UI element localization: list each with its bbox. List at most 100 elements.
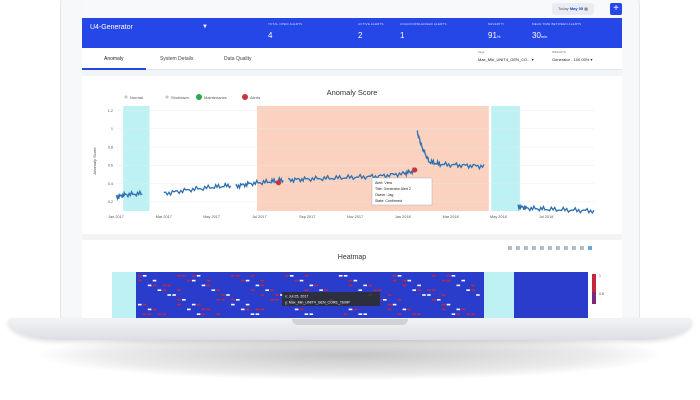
date-value: May 05 (569, 6, 584, 11)
heatmap-cell (441, 279, 446, 282)
hover-compare-icon[interactable] (580, 246, 584, 250)
heatmap-cell (373, 289, 377, 291)
heatmap-cell (231, 275, 235, 277)
alert-tooltip: Alert: View Title: Generator Alert 2 Own… (371, 177, 433, 206)
heatmap-cell (358, 289, 363, 291)
heatmap-cell (177, 303, 181, 306)
heatmap-cell (142, 313, 147, 315)
legend-marker-normal (124, 95, 128, 99)
heatmap-cell (324, 289, 328, 291)
colorbar-tick: 1 (599, 274, 601, 278)
y-tick-label-2: 0.6 (108, 164, 113, 168)
kpi-label: TOTAL OPEN ALERTS (268, 22, 303, 26)
x-tick-label-9: Jul 2018 (539, 215, 553, 219)
heatmap-cell (142, 275, 147, 277)
heatmap-cell (196, 303, 201, 306)
weights-selector[interactable]: WEIGHTS Generator - 100.00% ▾ (552, 50, 593, 62)
zoom-icon[interactable] (516, 246, 520, 250)
tab-system-details[interactable]: System Details (160, 56, 194, 62)
heatmap-cell (402, 279, 407, 282)
pan-icon[interactable] (524, 246, 528, 250)
zoom-out-icon[interactable] (540, 246, 544, 250)
spike-lines-icon[interactable] (564, 246, 568, 250)
heatmap-cell (392, 279, 397, 282)
tab-anomaly[interactable]: Anomaly (104, 56, 124, 62)
chart-legend: Normal Shutdown Maintenance Alerts (124, 94, 260, 100)
autoscale-icon[interactable] (548, 246, 552, 250)
heatmap-tooltip-tag: y: Max_Min_UNIT4_GEN_CORE_TEMP (285, 301, 351, 305)
legend-maintenance[interactable]: Maintenance (204, 95, 228, 100)
heatmap-cell (206, 308, 211, 311)
legend-alerts[interactable]: Alerts (250, 95, 260, 100)
heatmap-cell (461, 308, 465, 311)
plotly-logo-icon[interactable] (588, 246, 592, 250)
heatmap-cell (270, 299, 274, 301)
series-line-4 (416, 130, 485, 171)
laptop-base (8, 318, 692, 340)
heatmap-cell (177, 275, 181, 277)
heatmap-cell (152, 279, 157, 282)
heatmap-colorbar: 1 0.8 (592, 274, 604, 304)
heatmap-cell (441, 303, 446, 306)
x-tick-label-3: Jul 2017 (252, 215, 266, 219)
x-tick-label-8: May 2018 (490, 215, 507, 219)
heatmap-cell (250, 289, 255, 291)
tab-data-quality[interactable]: Data Quality (224, 56, 252, 62)
add-button[interactable]: + (610, 3, 622, 15)
heatmap-cell (206, 279, 211, 282)
heatmap-cell (275, 299, 279, 301)
y-tick-label-5: 1.2 (108, 109, 113, 113)
anomaly-chart-card: Anomaly Score Normal Shutdown Maintenanc… (82, 76, 622, 234)
heatmap-cell (138, 303, 142, 306)
date-prefix: Today (558, 6, 569, 11)
kpi-active-alerts: ACTIVE ALERTS 2 (358, 22, 384, 40)
series-line-0 (115, 189, 143, 202)
heatmap-cell (476, 294, 480, 296)
heatmap-cell (167, 294, 171, 296)
alert-marker-1[interactable] (412, 167, 418, 173)
legend-normal[interactable]: Normal (130, 95, 143, 100)
top-toolbar: Today May 05 ▦ + (82, 0, 622, 18)
date-selector[interactable]: Today May 05 ▦ (552, 3, 595, 15)
heatmap-cell (167, 284, 171, 287)
tooltip-line: Title: Generator Alert 2 (375, 187, 411, 191)
heatmap-cell (147, 313, 152, 315)
heatmap-cell (456, 284, 461, 287)
reset-axes-icon[interactable] (556, 246, 560, 250)
heatmap-cell (182, 299, 186, 301)
hover-closest-icon[interactable] (572, 246, 576, 250)
heatmap-cell (182, 275, 186, 277)
heatmap-cell (387, 303, 392, 306)
legend-shutdown[interactable]: Shutdown (171, 95, 189, 100)
heatmap-cell (245, 303, 250, 306)
calendar-icon: ▦ (584, 6, 589, 11)
heatmap-toolbar (508, 246, 592, 250)
zoom-in-icon[interactable] (532, 246, 536, 250)
heatmap-cell (216, 313, 220, 315)
tooltip-line: Alert: View (375, 181, 393, 185)
shutdown-band-0 (123, 106, 150, 211)
alert-marker-0[interactable] (275, 180, 282, 186)
heatmap-cell (265, 289, 269, 291)
heatmap-cell (304, 289, 309, 291)
heatmap-cell (138, 279, 142, 282)
active-tab-indicator (82, 68, 146, 70)
tag-selector[interactable]: Tags Max_Min_UNIT4_GEN_CO... ▾ (478, 50, 534, 62)
heatmap-cell (280, 294, 284, 296)
heatmap-cell (162, 313, 167, 315)
asset-selector[interactable]: U4-Generator ▼ (90, 24, 208, 31)
heatmap-cell (402, 284, 407, 287)
weights-selector-value: Generator - 100.00% (552, 57, 590, 62)
camera-icon[interactable] (508, 246, 512, 250)
heatmap-cell (383, 299, 387, 301)
tag-selector-label: Tags (478, 50, 485, 54)
heatmap-cell (201, 308, 206, 311)
heatmap-cell (432, 275, 436, 277)
heatmap-title: Heatmap (338, 254, 367, 261)
heatmap-cell (319, 289, 323, 291)
kpi-value: 30 (532, 31, 541, 40)
kpi-value: 91 (488, 31, 497, 40)
heatmap-cell (255, 308, 260, 311)
heatmap-cell (471, 284, 475, 287)
heatmap-cell (407, 308, 412, 311)
